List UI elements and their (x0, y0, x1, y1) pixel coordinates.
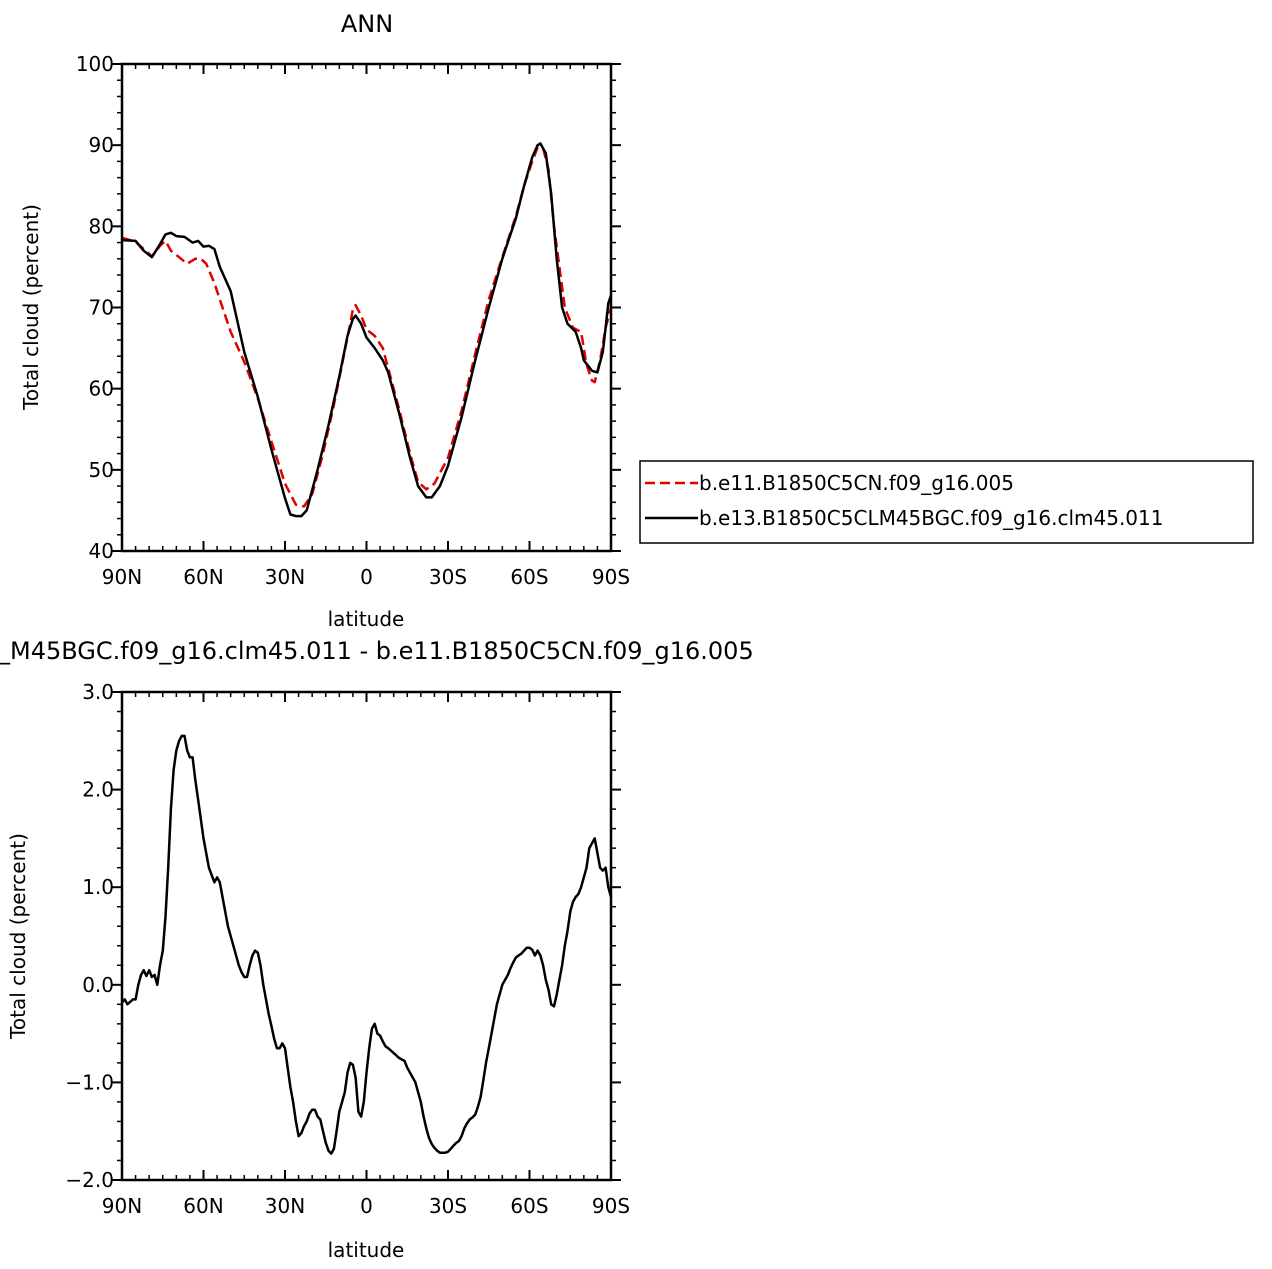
x-tick-labels: 90N 60N 30N 0 30S 60S 90S (102, 565, 630, 589)
y-tick-label: −2.0 (65, 1168, 114, 1192)
x-tick-label: 0 (360, 565, 373, 589)
x-tick-label: 30N (265, 565, 305, 589)
x-tick-label: 30S (429, 1194, 467, 1218)
legend-entry: b.e11.B1850C5CN.f09_g16.005 (699, 471, 1014, 495)
y-tick-label: 0.0 (82, 973, 114, 997)
x-tick-label: 30S (429, 565, 467, 589)
y-tick-label: 70 (89, 296, 114, 320)
chart-title: _M45BGC.f09_g16.clm45.011 - b.e11.B1850C… (0, 637, 754, 665)
y-tick-label: 80 (89, 214, 114, 238)
y-tick-label: 2.0 (82, 778, 114, 802)
y-tick-label: 60 (89, 377, 114, 401)
axis-ticks (112, 63, 621, 552)
plot-frame (120, 690, 613, 1182)
y-tick-label: −1.0 (65, 1070, 114, 1094)
plot-frame (120, 62, 613, 553)
y-tick-label: 1.0 (82, 875, 114, 899)
x-tick-label: 30N (265, 1194, 305, 1218)
x-tick-labels: 90N 60N 30N 0 30S 60S 90S (102, 1194, 630, 1218)
legend-box (639, 460, 1254, 544)
x-tick-label: 90S (592, 565, 630, 589)
y-tick-label: 100 (76, 52, 114, 76)
y-tick-label: 50 (89, 458, 114, 482)
x-tick-label: 90N (102, 1194, 142, 1218)
panel-total-cloud: ANN 90N 60N 30N 0 30S 60S 90S 405060708090100 … (19, 10, 1254, 631)
series-line-0 (121, 146, 613, 508)
chart-title: ANN (341, 10, 393, 38)
y-tick-labels: 40 50 60 70 80 90 100 (76, 52, 114, 563)
series-line-0 (121, 734, 613, 1155)
panel-difference: _M45BGC.f09_g16.clm45.011 - b.e11.B1850C… (0, 637, 754, 1262)
x-axis-label: latitude (328, 1238, 405, 1262)
y-tick-label: 90 (89, 133, 114, 157)
y-tick-label: 40 (89, 539, 114, 563)
x-axis-label: latitude (328, 607, 405, 631)
x-tick-label: 60S (510, 565, 548, 589)
x-tick-label: 60S (510, 1194, 548, 1218)
y-axis-label: Total cloud (percent) (6, 833, 30, 1040)
y-tick-label: 3.0 (82, 680, 114, 704)
y-tick-labels: −2.0 −1.0 0.0 1.0 2.0 3.0 (65, 680, 114, 1192)
x-tick-label: 60N (183, 1194, 223, 1218)
axis-ticks (112, 691, 621, 1181)
series-lines (121, 734, 613, 1155)
legend: b.e11.B1850C5CN.f09_g16.005 b.e13.B1850C… (639, 460, 1254, 544)
x-tick-label: 90S (592, 1194, 630, 1218)
x-tick-label: 60N (183, 565, 223, 589)
y-axis-label: Total cloud (percent) (19, 204, 43, 411)
series-lines (121, 142, 613, 518)
series-line-1 (121, 142, 613, 518)
legend-entry: b.e13.B1850C5CLM45BGC.f09_g16.clm45.011 (699, 506, 1163, 530)
x-tick-label: 0 (360, 1194, 373, 1218)
x-tick-label: 90N (102, 565, 142, 589)
